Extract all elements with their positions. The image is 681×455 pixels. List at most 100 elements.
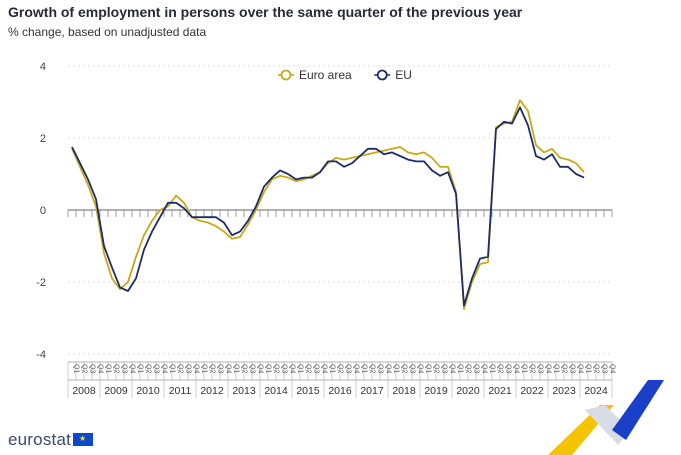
quarter-tick-label: Q1 xyxy=(297,364,304,373)
quarter-tick-label: Q4 xyxy=(161,364,168,373)
quarter-tick-label: Q1 xyxy=(393,364,400,373)
quarter-tick-label: Q3 xyxy=(153,364,160,373)
quarter-tick-label: Q2 xyxy=(305,364,312,373)
decor-stripe-grey xyxy=(585,405,630,445)
quarter-tick-label: Q4 xyxy=(545,364,552,373)
quarter-tick-label: Q1 xyxy=(457,364,464,373)
chart-title: Growth of employment in persons over the… xyxy=(8,4,523,20)
year-tick-label: 2017 xyxy=(360,385,384,397)
quarter-tick-label: Q4 xyxy=(609,364,616,373)
quarter-tick-label: Q3 xyxy=(281,364,288,373)
year-tick-label: 2016 xyxy=(328,385,352,397)
year-tick-label: 2012 xyxy=(200,385,224,397)
quarter-tick-label: Q2 xyxy=(337,364,344,373)
y-tick-label: -2 xyxy=(36,277,46,289)
year-tick-label: 2023 xyxy=(552,385,576,397)
eurostat-logo: eurostat xyxy=(8,430,94,450)
quarter-tick-label: Q1 xyxy=(489,364,496,373)
quarter-tick-label: Q4 xyxy=(449,364,456,373)
quarter-tick-label: Q3 xyxy=(345,364,352,373)
series-line xyxy=(71,106,585,307)
y-tick-label: 2 xyxy=(40,133,46,145)
y-tick-label: 0 xyxy=(40,205,46,217)
quarter-tick-label: Q2 xyxy=(177,364,184,373)
eu-flag-icon xyxy=(73,433,94,446)
quarter-tick-label: Q1 xyxy=(105,364,112,373)
quarter-tick-label: Q3 xyxy=(537,364,544,373)
quarter-tick-label: Q4 xyxy=(513,364,520,373)
series-line xyxy=(71,99,585,310)
quarter-tick-label: Q4 xyxy=(289,364,296,373)
quarter-tick-label: Q3 xyxy=(441,364,448,373)
quarter-tick-label: Q4 xyxy=(129,364,136,373)
quarter-tick-label: Q2 xyxy=(241,364,248,373)
quarter-tick-label: Q2 xyxy=(81,364,88,373)
quarter-tick-label: Q4 xyxy=(193,364,200,373)
legend-label: EU xyxy=(395,68,412,82)
quarter-tick-label: Q4 xyxy=(417,364,424,373)
quarter-tick-label: Q2 xyxy=(465,364,472,373)
year-tick-label: 2024 xyxy=(584,385,608,397)
quarter-tick-label: Q4 xyxy=(321,364,328,373)
quarter-tick-label: Q4 xyxy=(481,364,488,373)
quarter-tick-label: Q2 xyxy=(273,364,280,373)
quarter-tick-label: Q1 xyxy=(169,364,176,373)
quarter-tick-label: Q1 xyxy=(201,364,208,373)
quarter-tick-label: Q2 xyxy=(561,364,568,373)
quarter-tick-label: Q2 xyxy=(209,364,216,373)
quarter-tick-label: Q1 xyxy=(361,364,368,373)
y-tick-label: -4 xyxy=(36,349,46,361)
year-tick-label: 2019 xyxy=(424,385,448,397)
quarter-tick-label: Q1 xyxy=(553,364,560,373)
year-tick-label: 2011 xyxy=(169,385,192,397)
quarter-tick-label: Q2 xyxy=(113,364,120,373)
quarter-tick-label: Q1 xyxy=(521,364,528,373)
y-tick-label: 4 xyxy=(40,61,46,73)
legend-marker xyxy=(376,69,388,81)
year-tick-label: 2015 xyxy=(296,385,320,397)
quarter-tick-label: Q3 xyxy=(121,364,128,373)
quarter-tick-label: Q2 xyxy=(529,364,536,373)
year-tick-label: 2008 xyxy=(72,385,96,397)
quarter-tick-label: Q2 xyxy=(145,364,152,373)
quarter-tick-label: Q2 xyxy=(593,364,600,373)
quarter-tick-label: Q2 xyxy=(497,364,504,373)
year-tick-label: 2022 xyxy=(520,385,544,397)
quarter-tick-label: Q4 xyxy=(257,364,264,373)
quarter-tick-label: Q1 xyxy=(585,364,592,373)
quarter-tick-label: Q1 xyxy=(73,364,80,373)
quarter-tick-label: Q4 xyxy=(353,364,360,373)
year-tick-label: 2009 xyxy=(104,385,128,397)
quarter-tick-label: Q1 xyxy=(137,364,144,373)
year-tick-label: 2021 xyxy=(488,385,512,397)
quarter-tick-label: Q4 xyxy=(385,364,392,373)
quarter-tick-label: Q3 xyxy=(601,364,608,373)
quarter-tick-label: Q2 xyxy=(433,364,440,373)
quarter-tick-label: Q3 xyxy=(409,364,416,373)
quarter-tick-label: Q1 xyxy=(425,364,432,373)
year-tick-label: 2013 xyxy=(232,385,256,397)
quarter-tick-label: Q3 xyxy=(569,364,576,373)
quarter-tick-label: Q3 xyxy=(473,364,480,373)
quarter-tick-label: Q4 xyxy=(577,364,584,373)
quarter-tick-label: Q3 xyxy=(377,364,384,373)
quarter-tick-label: Q3 xyxy=(89,364,96,373)
decor-stripe-blue xyxy=(612,380,664,440)
quarter-tick-label: Q2 xyxy=(369,364,376,373)
quarter-tick-label: Q3 xyxy=(505,364,512,373)
legend-marker xyxy=(280,69,292,81)
quarter-tick-label: Q2 xyxy=(401,364,408,373)
year-tick-label: 2010 xyxy=(136,385,160,397)
quarter-tick-label: Q3 xyxy=(313,364,320,373)
quarter-tick-label: Q3 xyxy=(249,364,256,373)
quarter-tick-label: Q1 xyxy=(329,364,336,373)
year-tick-label: 2018 xyxy=(392,385,416,397)
quarter-tick-label: Q3 xyxy=(217,364,224,373)
quarter-tick-label: Q4 xyxy=(225,364,232,373)
logo-text: eurostat xyxy=(8,430,72,449)
quarter-tick-label: Q1 xyxy=(265,364,272,373)
chart-subtitle: % change, based on unadjusted data xyxy=(8,25,207,39)
legend-label: Euro area xyxy=(299,68,352,82)
year-tick-label: 2020 xyxy=(456,385,480,397)
